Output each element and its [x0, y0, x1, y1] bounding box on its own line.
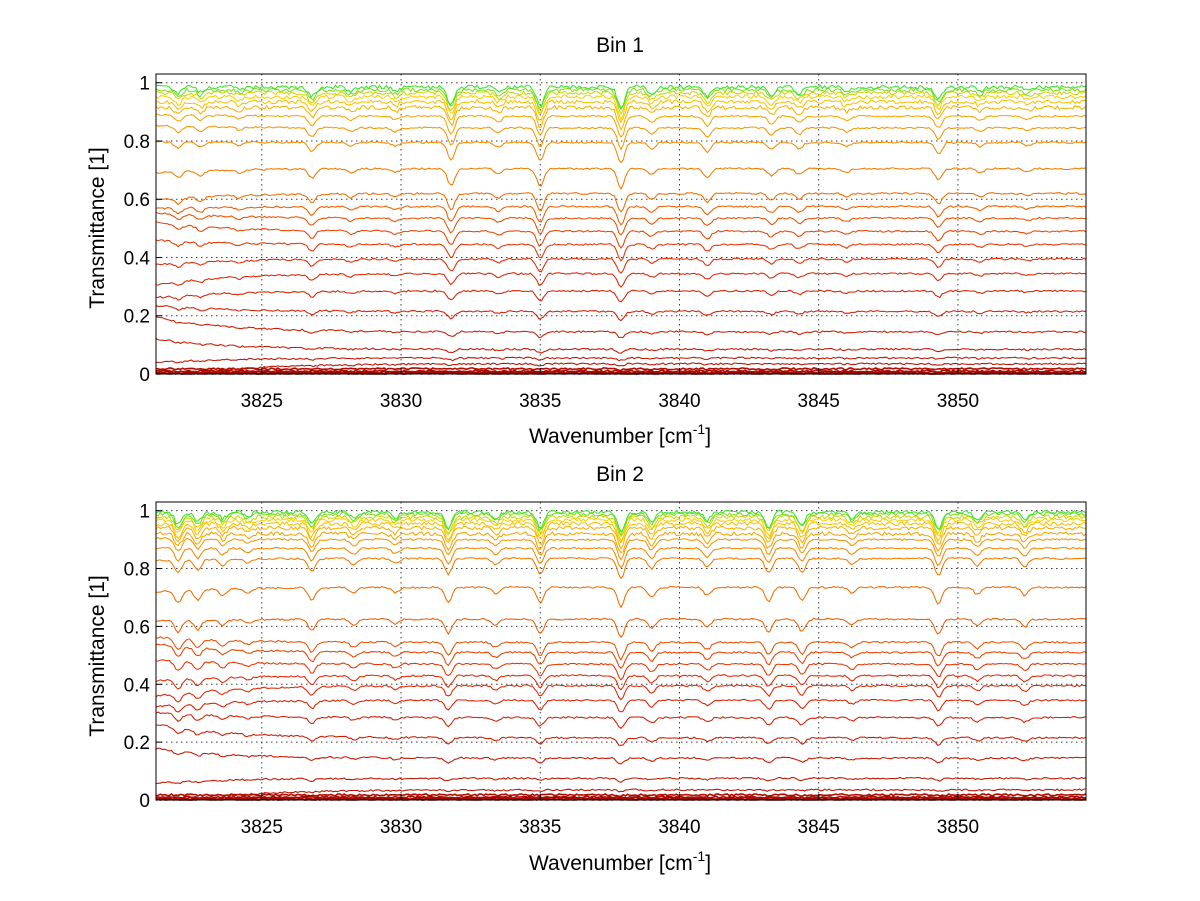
series-line — [155, 557, 1087, 580]
axes-frame — [155, 73, 1087, 375]
x-tick-label: 3840 — [658, 817, 700, 838]
series-line — [155, 711, 1087, 729]
series-line — [155, 684, 1087, 703]
series-group — [155, 509, 1087, 801]
y-tick-label: 0.2 — [124, 307, 150, 328]
x-tick-label: 3835 — [519, 391, 561, 412]
series-line — [156, 724, 1087, 747]
tick-labels: 3825 3830 3835 3840 3845 3850 0 0.2 0.4 0.6 0.8 1 — [124, 502, 979, 838]
series-group — [155, 84, 1087, 375]
series-line — [155, 509, 1087, 533]
y-tick-label: 0.4 — [124, 675, 151, 696]
series-line — [155, 87, 1087, 111]
series-line — [155, 289, 1087, 303]
series-line — [155, 525, 1087, 551]
series-line — [155, 546, 1087, 569]
series-line — [155, 304, 1087, 322]
y-tick-label: 0.8 — [124, 132, 150, 153]
series-line — [155, 99, 1087, 124]
gridlines — [156, 74, 1086, 374]
series-line — [155, 643, 1087, 670]
x-tick-label: 3830 — [380, 391, 422, 412]
series-line — [155, 636, 1087, 661]
series-line — [155, 356, 1087, 364]
series-line — [155, 674, 1087, 691]
series-line — [155, 257, 1087, 274]
y-tick-label: 0.2 — [124, 733, 150, 754]
panel-title: Bin 1 — [596, 34, 644, 57]
x-tick-label: 3830 — [380, 817, 422, 838]
series-line — [155, 530, 1087, 554]
series-line — [155, 272, 1087, 288]
series-line — [155, 517, 1086, 543]
series-line — [155, 239, 1087, 262]
series-line — [155, 776, 1087, 785]
gridlines — [156, 502, 1086, 800]
x-tick-label: 3845 — [798, 817, 840, 838]
series-line — [155, 792, 1087, 798]
y-tick-label: 0.4 — [124, 248, 151, 269]
x-tick-label: 3825 — [241, 817, 283, 838]
x-axis-label: Wavenumber [cm-1] — [529, 848, 711, 875]
y-tick-label: 0 — [139, 791, 150, 812]
series-line — [155, 167, 1087, 191]
series-line — [155, 659, 1087, 681]
series-line — [155, 367, 1087, 372]
y-tick-label: 1 — [139, 502, 150, 523]
y-tick-label: 0 — [139, 365, 150, 386]
y-axis-label: Transmittance [1] — [86, 575, 109, 736]
series-line — [155, 84, 1087, 110]
panel-title: Bin 2 — [596, 463, 644, 486]
series-line — [155, 369, 1087, 373]
series-line — [155, 536, 1087, 561]
x-tick-label: 3850 — [937, 817, 979, 838]
series-line — [155, 212, 1087, 236]
series-line — [155, 795, 1086, 800]
series-line — [155, 191, 1087, 213]
x-axis-label: Wavenumber [cm-1] — [529, 421, 711, 448]
tick-labels: 3825 3830 3835 3840 3845 3850 0 0.2 0.4 0.6 0.8 1 — [124, 74, 979, 412]
series-line — [156, 362, 1087, 375]
y-axis-label: Transmittance [1] — [86, 147, 109, 308]
x-tick-label: 3850 — [937, 391, 979, 412]
x-tick-label: 3835 — [519, 817, 561, 838]
series-line — [155, 316, 1087, 339]
series-line — [155, 337, 1087, 354]
series-line — [156, 788, 1086, 801]
y-tick-label: 0.8 — [124, 560, 150, 581]
series-line — [155, 124, 1087, 151]
series-line — [155, 94, 1087, 121]
x-tick-label: 3840 — [658, 391, 700, 412]
series-line — [155, 140, 1087, 164]
panel-bin-1: Bin 1 3825 3830 3835 3840 3845 3850 0 0.2 0.4 0.6… — [86, 34, 1087, 448]
y-tick-label: 1 — [139, 74, 150, 95]
axes-frame — [155, 501, 1087, 801]
y-tick-label: 0.6 — [124, 190, 150, 211]
series-line — [155, 90, 1087, 116]
series-line — [155, 585, 1087, 609]
series-line — [155, 617, 1087, 638]
series-line — [156, 221, 1087, 249]
y-tick-label: 0.6 — [124, 617, 150, 638]
x-tick-label: 3825 — [241, 391, 283, 412]
series-line — [155, 698, 1087, 713]
x-tick-label: 3845 — [798, 391, 840, 412]
panel-bin-2: Bin 2 3825 3830 3835 3840 3845 3850 0 0.2 0.4 0.6… — [86, 463, 1087, 875]
series-line — [155, 511, 1087, 538]
series-line — [155, 113, 1087, 138]
series-line — [155, 520, 1087, 544]
series-line — [155, 747, 1087, 765]
series-line — [155, 205, 1087, 226]
series-line — [155, 104, 1087, 132]
